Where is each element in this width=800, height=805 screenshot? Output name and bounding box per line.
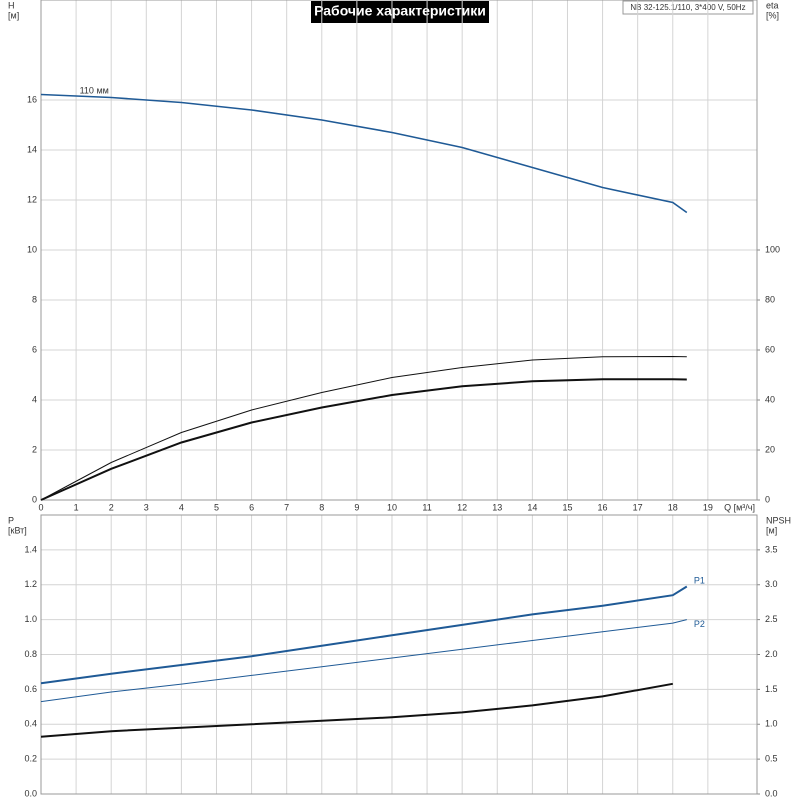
x-tick-label: 14	[527, 502, 537, 512]
y-tick-label: 8	[32, 294, 37, 304]
x-tick-label: 16	[598, 502, 608, 512]
y2-tick-label: 1.0	[765, 719, 778, 729]
x-tick-label: 7	[284, 502, 289, 512]
x-tick-label: 10	[387, 502, 397, 512]
y2-axis-label: [%]	[766, 10, 779, 20]
y2-tick-label: 3.0	[765, 579, 778, 589]
series-line	[40, 585, 688, 685]
y-tick-label: 14	[27, 144, 37, 154]
y2-tick-label: 100	[765, 244, 780, 254]
x-tick-label: 2	[109, 502, 114, 512]
y-tick-label: 10	[27, 244, 37, 254]
y2-tick-label: 3.5	[765, 544, 778, 554]
y-tick-label: 1.2	[24, 579, 37, 589]
annotation: P2	[694, 619, 705, 629]
y-tick-label: 0	[32, 494, 37, 504]
y-tick-label: 0.6	[24, 684, 37, 694]
series-line	[40, 619, 687, 703]
x-tick-label: 11	[422, 502, 431, 512]
x-tick-label: 17	[633, 502, 643, 512]
x-tick-label: 13	[492, 502, 502, 512]
plot-frame	[40, 514, 758, 795]
x-tick-label: 0	[38, 502, 43, 512]
y2-tick-label: 40	[765, 394, 775, 404]
y-tick-label: 2	[32, 444, 37, 454]
y2-tick-label: 0	[765, 494, 770, 504]
y-tick-label: 6	[32, 344, 37, 354]
y2-axis-label: [м]	[766, 525, 777, 535]
y-tick-label: 0.0	[24, 788, 37, 798]
y-tick-label: 1.0	[24, 614, 37, 624]
chart-title: Рабочие характеристики	[314, 3, 486, 19]
plot-frame	[40, 0, 758, 501]
x-tick-label: 5	[214, 502, 219, 512]
series-line	[40, 682, 673, 738]
x-tick-label: 15	[562, 502, 572, 512]
y2-axis-label: NPSH	[766, 515, 791, 525]
y-axis-label: [м]	[8, 10, 19, 20]
x-tick-label: 18	[668, 502, 678, 512]
y-tick-label: 0.8	[24, 649, 37, 659]
y-tick-label: 0.2	[24, 754, 37, 764]
x-tick-label: 9	[354, 502, 359, 512]
y2-tick-label: 1.5	[765, 684, 778, 694]
x-tick-label: 3	[144, 502, 149, 512]
y-axis-label: H	[8, 0, 15, 10]
y2-axis-label: eta	[766, 0, 779, 10]
chart-subtitle: NB 32-125.1/110, 3*400 V, 50Hz	[630, 3, 745, 12]
y-tick-label: 1.4	[24, 544, 37, 554]
x-tick-label: 12	[457, 502, 467, 512]
x-tick-label: 6	[249, 502, 254, 512]
y-tick-label: 0.4	[24, 719, 37, 729]
series-line	[40, 355, 687, 501]
y2-tick-label: 0.5	[765, 754, 778, 764]
y2-tick-label: 60	[765, 344, 775, 354]
y-axis-label: [кВт]	[8, 525, 27, 535]
x-axis-label: Q [м³/ч]	[724, 502, 755, 512]
x-tick-label: 4	[179, 502, 184, 512]
y2-tick-label: 2.0	[765, 649, 778, 659]
annotation: 110 мм	[80, 86, 109, 96]
series-line	[40, 93, 688, 214]
x-tick-label: 19	[703, 502, 713, 512]
annotation: P1	[694, 576, 705, 586]
series-line	[40, 378, 687, 501]
y-tick-label: 12	[27, 194, 37, 204]
y2-tick-label: 20	[765, 444, 775, 454]
y-axis-label: P	[8, 515, 14, 525]
y-tick-label: 4	[32, 394, 37, 404]
x-tick-label: 8	[319, 502, 324, 512]
y2-tick-label: 80	[765, 294, 775, 304]
y-tick-label: 16	[27, 94, 37, 104]
y2-tick-label: 2.5	[765, 614, 778, 624]
subtitle-box	[622, 0, 754, 15]
x-tick-label: 1	[74, 502, 79, 512]
y2-tick-label: 0.0	[765, 788, 778, 798]
title-box	[311, 1, 489, 23]
